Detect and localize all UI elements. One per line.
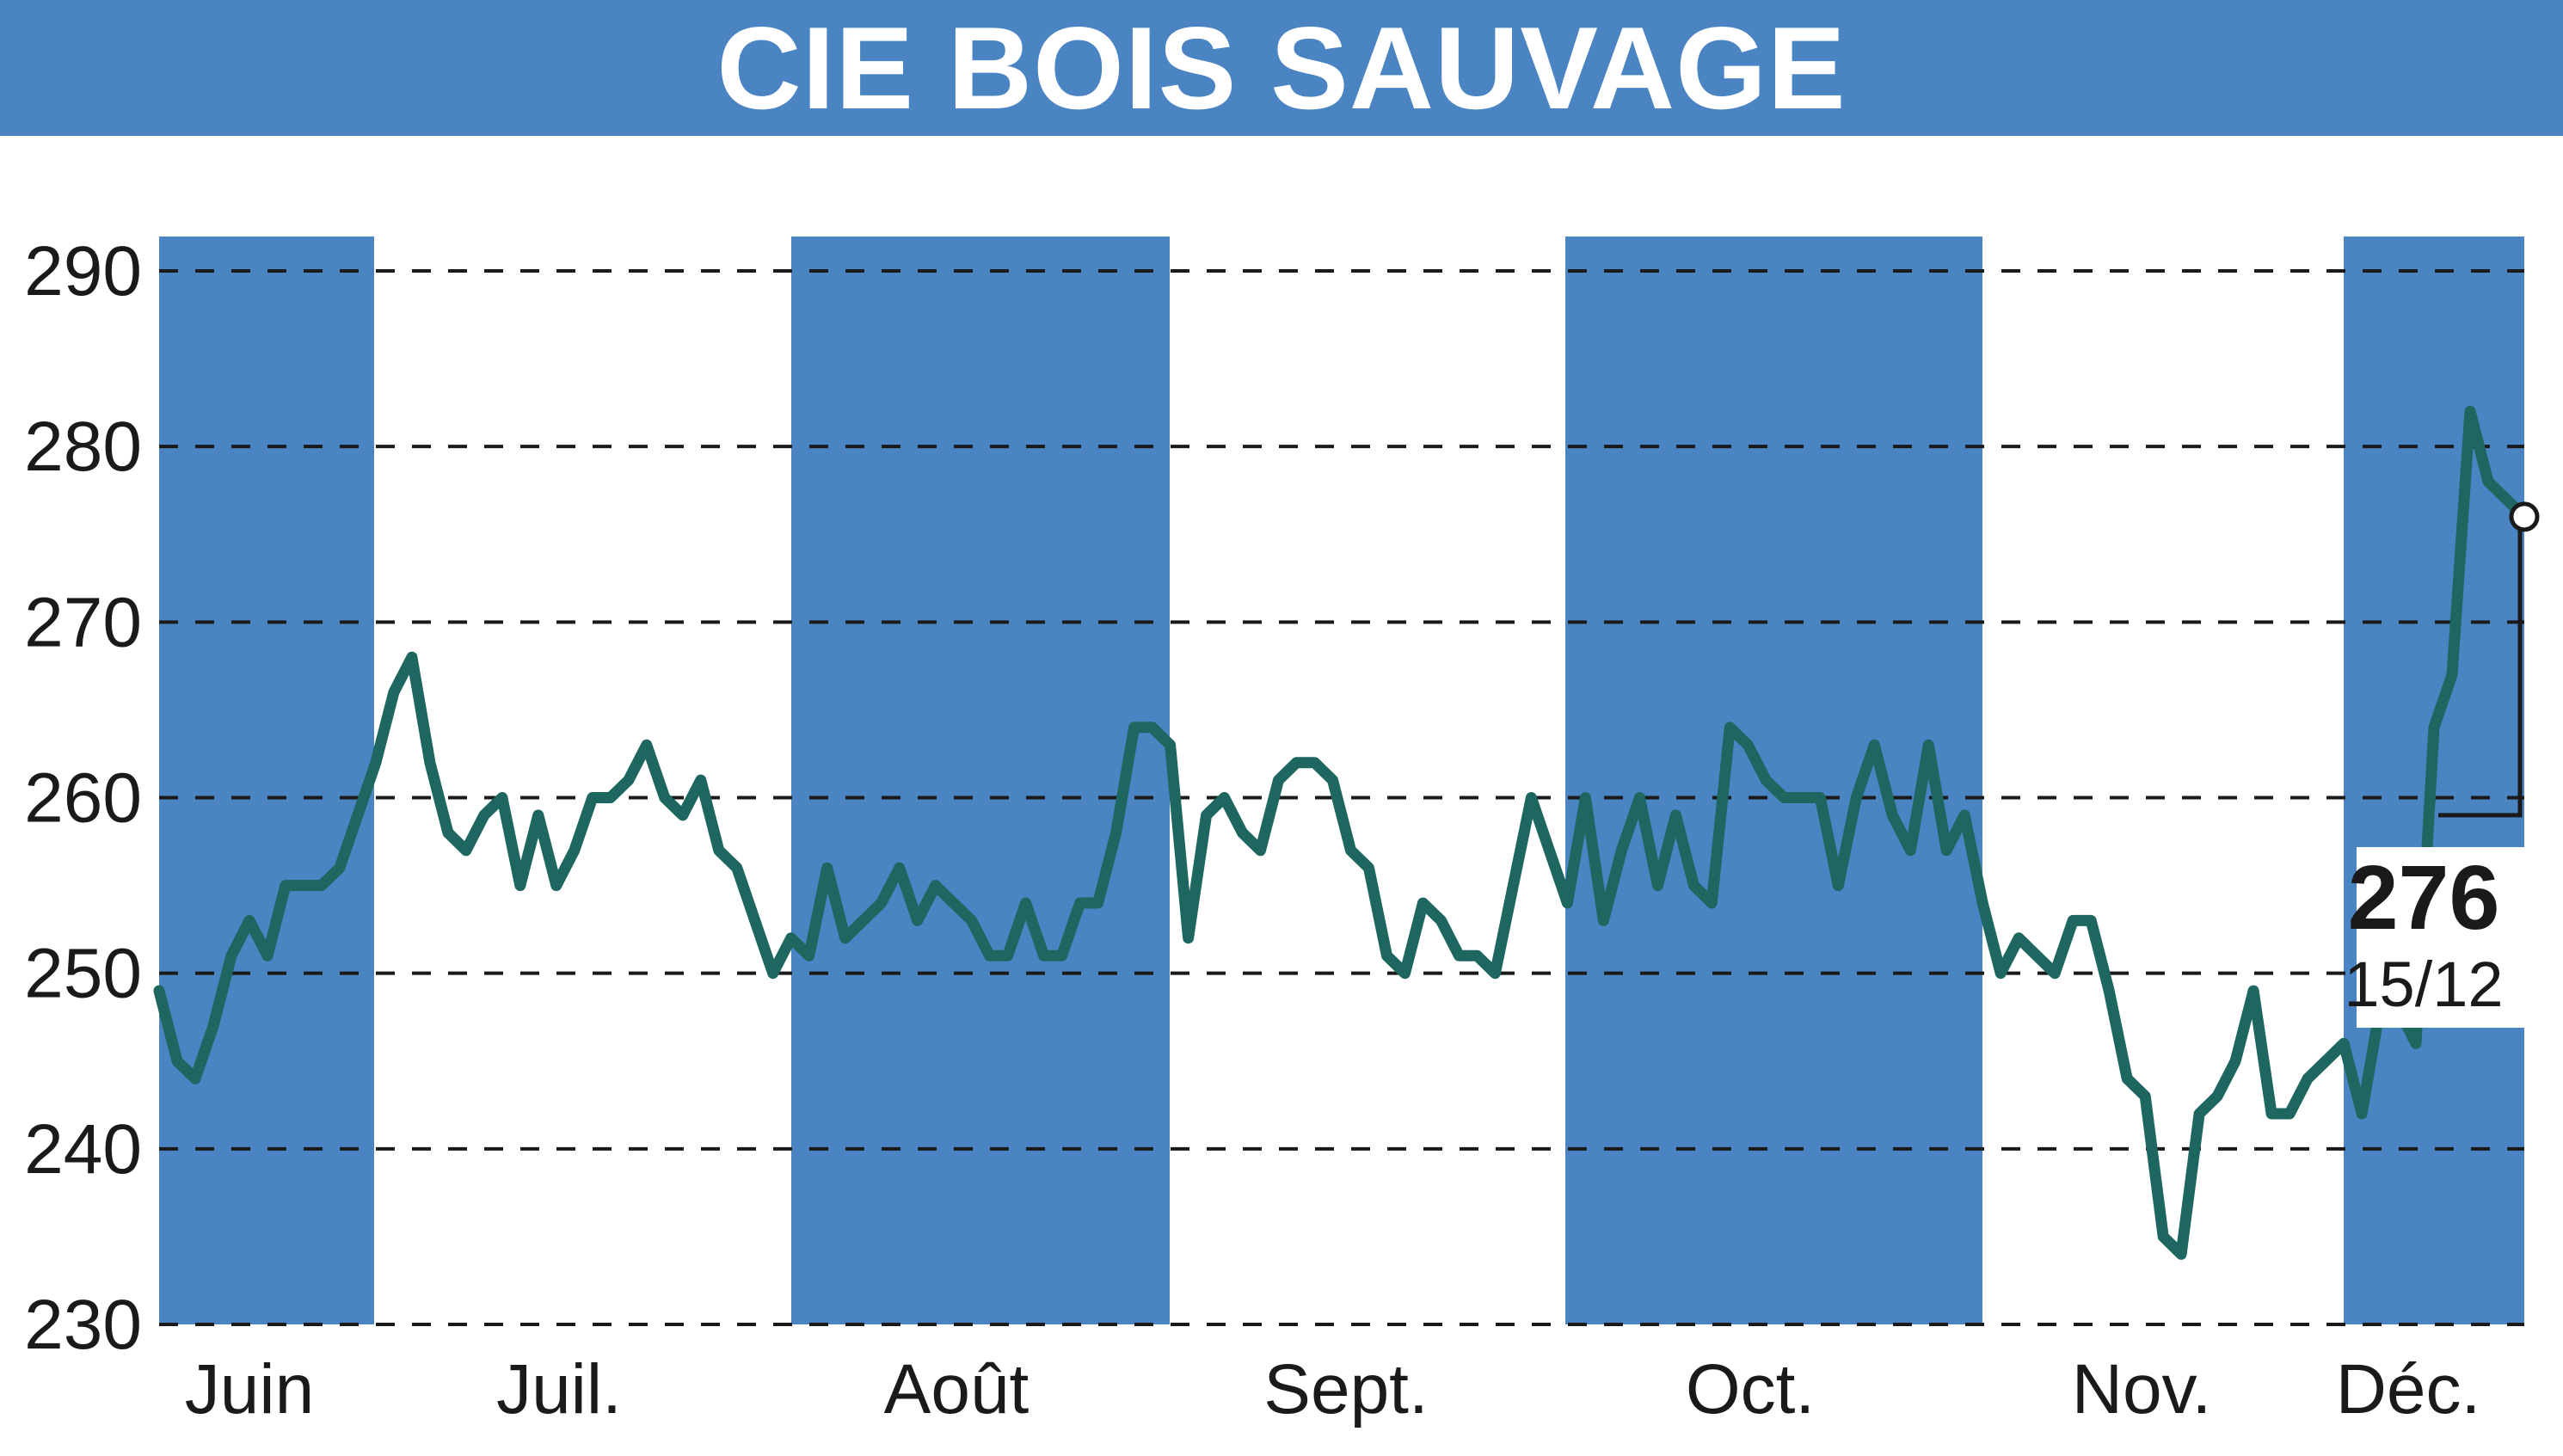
y-tick-label: 270 xyxy=(24,583,142,661)
y-tick-label: 280 xyxy=(24,408,142,486)
x-tick-label: Août xyxy=(884,1350,1030,1428)
last-price-marker xyxy=(2509,501,2540,532)
price-line xyxy=(153,405,2530,1260)
y-tick-label: 240 xyxy=(24,1110,142,1189)
x-axis: Juin Juil. Août Sept. Oct. Nov. Déc. xyxy=(185,1350,2481,1428)
y-tick-label: 260 xyxy=(24,759,142,838)
y-axis: 290 280 270 260 250 240 230 xyxy=(24,232,142,1364)
y-tick-label: 230 xyxy=(24,1286,142,1364)
x-tick-label: Sept. xyxy=(1263,1350,1428,1428)
last-price-bracket xyxy=(2438,516,2523,818)
last-price-box xyxy=(2357,847,2529,1028)
last-price-date: 15/12 xyxy=(2344,949,2503,1020)
month-bands xyxy=(159,237,2524,1324)
y-tick-label: 290 xyxy=(24,232,142,310)
x-tick-label: Déc. xyxy=(2336,1350,2481,1428)
month-band-0 xyxy=(159,237,374,1324)
chart-title: CIE BOIS SAUVAGE xyxy=(716,3,1847,133)
y-tick-label: 250 xyxy=(24,935,142,1013)
x-tick-label: Nov. xyxy=(2072,1350,2212,1428)
x-tick-label: Oct. xyxy=(1686,1350,1815,1428)
month-band-2 xyxy=(791,237,1170,1324)
title-bar: CIE BOIS SAUVAGE xyxy=(0,0,2563,136)
price-series xyxy=(153,405,2530,1260)
last-price-value: 276 xyxy=(2348,847,2500,949)
x-tick-label: Juin xyxy=(185,1350,314,1428)
x-tick-label: Juil. xyxy=(496,1350,622,1428)
